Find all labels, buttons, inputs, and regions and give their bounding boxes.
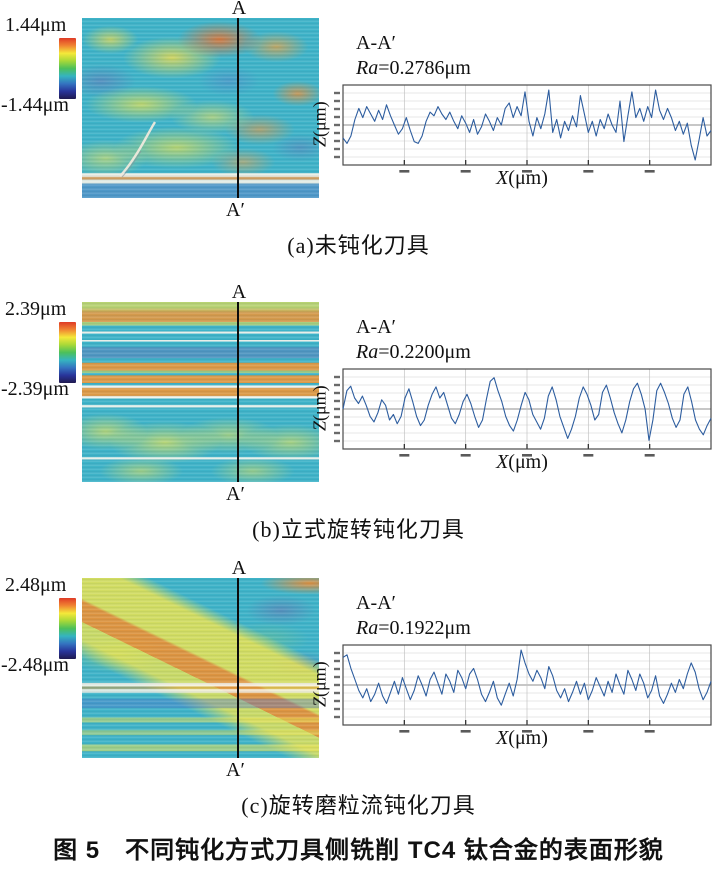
ra-value: =0.2786μm <box>378 57 471 79</box>
profile-title: A-A′ <box>356 32 396 54</box>
profile-chart <box>334 644 712 733</box>
colorbar-min-label: -2.48μm <box>1 654 69 676</box>
colorbar-max-label: 2.48μm <box>5 574 67 596</box>
profile-title: A-A′ <box>356 592 396 614</box>
ra-symbol: Ra <box>356 341 379 363</box>
section-line <box>237 302 240 482</box>
z-axis-label: Z(μm) <box>309 661 330 707</box>
panel-a: 1.44μm -1.44μm A A′ A-A′ Ra=0.2786μm Z(μ… <box>0 0 717 272</box>
panel-c: 2.48μm -2.48μm A A′ A-A′ Ra=0.1922μm Z(μ… <box>0 557 717 832</box>
section-label-a: A <box>231 557 247 579</box>
colorbar-max-label: 1.44μm <box>5 14 67 36</box>
topography-map <box>82 578 319 758</box>
colorbar <box>59 38 76 99</box>
ra-label: Ra=0.2200μm <box>356 341 471 364</box>
ra-symbol: Ra <box>356 617 379 639</box>
ra-symbol: Ra <box>356 57 379 79</box>
ra-value: =0.1922μm <box>378 617 471 639</box>
x-axis-label: X(μm) <box>496 727 548 749</box>
ra-value: =0.2200μm <box>378 341 471 363</box>
colorbar-min-label: -1.44μm <box>1 94 69 116</box>
section-label-a: A <box>231 0 247 19</box>
panel-caption: (a)未钝化刀具 <box>287 233 430 258</box>
figure-title: 图 5 不同钝化方式刀具侧铣削 TC4 钛合金的表面形貌 <box>53 837 664 864</box>
colorbar <box>59 598 76 659</box>
colorbar <box>59 322 76 383</box>
panel-b: 2.39μm -2.39μm A A′ A-A′ Ra=0.2200μm Z(μ… <box>0 281 717 556</box>
scratch-mark <box>119 121 157 178</box>
topography-map <box>82 302 319 482</box>
z-axis-label: Z(μm) <box>309 101 330 147</box>
section-label-a-prime: A′ <box>226 199 245 221</box>
section-line <box>237 18 240 198</box>
section-label-a-prime: A′ <box>226 759 245 781</box>
profile-chart <box>334 368 712 457</box>
colorbar-max-label: 2.39μm <box>5 298 67 320</box>
z-axis-label: Z(μm) <box>309 385 330 431</box>
x-axis-label: X(μm) <box>496 167 548 189</box>
ra-label: Ra=0.1922μm <box>356 617 471 640</box>
ra-label: Ra=0.2786μm <box>356 57 471 80</box>
panel-caption: (c)旋转磨粒流钝化刀具 <box>241 793 476 818</box>
colorbar-min-label: -2.39μm <box>1 378 69 400</box>
section-label-a: A <box>231 281 247 303</box>
topography-map <box>82 18 319 198</box>
section-line <box>237 578 240 758</box>
section-label-a-prime: A′ <box>226 483 245 505</box>
panel-caption: (b)立式旋转钝化刀具 <box>252 517 465 542</box>
profile-chart <box>334 84 712 173</box>
profile-title: A-A′ <box>356 316 396 338</box>
x-axis-label: X(μm) <box>496 451 548 473</box>
